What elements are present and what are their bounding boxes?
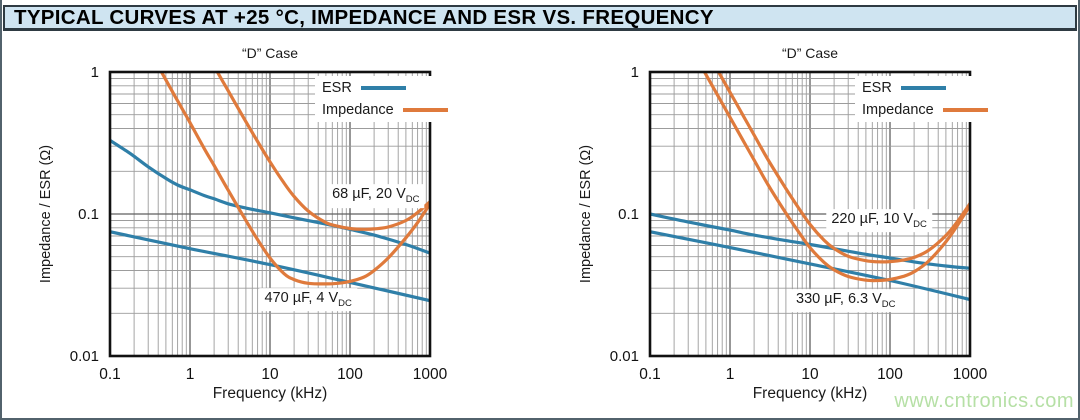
- legend-item-esr: ESR: [322, 80, 448, 96]
- curves: [650, 72, 970, 302]
- y-tick-label: 1: [91, 64, 99, 81]
- figure-title: TYPICAL CURVES AT +25 °C, IMPEDANCE AND …: [14, 5, 714, 29]
- x-axis-label: Frequency (kHz): [212, 385, 328, 402]
- y-tick-label: 0.01: [70, 348, 99, 365]
- impedance-curve: [215, 72, 430, 231]
- watermark: www.cntronics.com: [894, 390, 1074, 412]
- chart-right: “D” Case Impedance / ESR (Ω) 0.1 1 10 100 10…: [540, 40, 1080, 420]
- y-tick-label: 0.1: [618, 206, 639, 223]
- impedance-line-swatch: [942, 108, 988, 112]
- legend: ESR Impedance: [315, 76, 455, 122]
- legend-label-impedance: Impedance: [322, 102, 394, 118]
- x-tick-label: 0.1: [99, 366, 121, 383]
- impedance-curve: [716, 72, 970, 264]
- x-tick-label: 0.1: [639, 366, 661, 383]
- esr-curve: [650, 230, 970, 302]
- esr-curve: [650, 212, 970, 270]
- curve-annotation: 470 µF, 4 VDC: [259, 287, 357, 312]
- plot-border: [648, 70, 972, 358]
- impedance-curve: [159, 72, 430, 286]
- legend-item-impedance: Impedance: [322, 102, 448, 118]
- chart-left: “D” Case Impedance / ESR (Ω) 0.1 1 10 100 10…: [0, 40, 540, 420]
- x-tick-label: 1: [186, 366, 195, 383]
- esr-line-swatch: [360, 86, 406, 90]
- chart-title: “D” Case: [241, 45, 298, 61]
- impedance-curve: [702, 72, 970, 283]
- esr-line-swatch: [900, 86, 946, 90]
- x-axis-label: Frequency (kHz): [752, 385, 868, 402]
- legend-label-esr: ESR: [322, 80, 352, 96]
- x-tick-label: 1000: [953, 366, 988, 383]
- x-tick-label: 100: [877, 366, 903, 383]
- y-tick-label: 1: [631, 64, 639, 81]
- x-tick-label: 1: [726, 366, 735, 383]
- impedance-line-swatch: [402, 108, 448, 112]
- y-tick-label: 0.01: [610, 348, 639, 365]
- legend-item-esr: ESR: [862, 80, 988, 96]
- chart-title: “D” Case: [781, 45, 838, 61]
- legend-label-impedance: Impedance: [862, 102, 934, 118]
- esr-curve: [110, 230, 430, 303]
- legend-item-impedance: Impedance: [862, 102, 988, 118]
- x-tick-label: 100: [337, 366, 363, 383]
- curve-annotation: 68 µF, 20 VDC: [327, 184, 425, 209]
- x-tick-label: 10: [801, 366, 819, 383]
- x-tick-label: 1000: [413, 366, 448, 383]
- legend-label-esr: ESR: [862, 80, 892, 96]
- x-tick-label: 10: [261, 366, 279, 383]
- figure-title-bar: TYPICAL CURVES AT +25 °C, IMPEDANCE AND …: [3, 5, 1077, 31]
- curves: [110, 72, 430, 303]
- y-tick-label: 0.1: [78, 206, 99, 223]
- curve-annotation: 220 µF, 10 VDC: [826, 208, 932, 233]
- curve-annotation: 330 µF, 6.3 VDC: [791, 288, 901, 313]
- legend: ESR Impedance: [855, 76, 995, 122]
- plot-border: [108, 70, 432, 358]
